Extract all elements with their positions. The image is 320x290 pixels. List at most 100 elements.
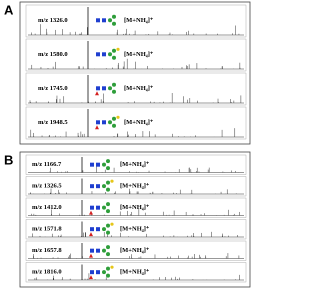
mannose — [112, 55, 116, 60]
glcnac — [96, 86, 100, 91]
glcnac — [96, 270, 100, 275]
galactose — [116, 115, 120, 119]
panel-frame — [19, 1, 251, 145]
spectrum: m/z 1166.7 [M+NH₄]⁺ — [25, 154, 247, 175]
mannose — [106, 230, 110, 235]
mz-label: m/z 1326.5 — [32, 183, 62, 190]
galactose — [110, 179, 114, 183]
glycan-icon — [89, 202, 110, 215]
spectrum: m/z 1948.5 [M+NH₄]⁺ — [25, 106, 247, 140]
galactose — [116, 47, 120, 51]
glycan-icon — [96, 47, 120, 60]
figure: Am/z 1326.0 [M+NH₄]⁺m/z 1580.0 [M+NH₄]⁺m/z… — [4, 1, 251, 288]
fucose — [89, 210, 93, 215]
ion-label: [M+NH₄]⁺ — [120, 247, 150, 254]
mannose — [102, 184, 106, 189]
mannose — [112, 123, 116, 128]
ion-label: [M+NH₄]⁺ — [124, 85, 154, 92]
fucose — [89, 232, 93, 237]
mannose — [106, 166, 110, 171]
fucose — [89, 253, 93, 258]
mannose — [106, 252, 110, 257]
spectrum: m/z 1326.0 [M+NH₄]⁺ — [25, 4, 247, 38]
mz-label: m/z 1166.7 — [32, 161, 62, 168]
mannose — [102, 205, 106, 210]
mannose — [112, 116, 116, 121]
glycan-icon — [95, 115, 120, 130]
mz-label: m/z 1412.0 — [32, 204, 62, 211]
glcnac — [90, 162, 94, 167]
spectrum: m/z 1816.0 [M+NH₄]⁺ — [25, 262, 247, 283]
glycan-icon — [89, 245, 110, 258]
glycan-icon — [89, 265, 114, 280]
spectrum: m/z 1580.0 [M+NH₄]⁺ — [25, 38, 247, 72]
mannose — [106, 273, 110, 278]
mannose — [112, 48, 116, 53]
galactose — [110, 222, 114, 226]
mz-label: m/z 1948.5 — [38, 119, 68, 126]
mannose — [108, 86, 112, 91]
mannose — [102, 162, 106, 167]
glcnac — [96, 162, 100, 167]
mannose — [108, 18, 112, 23]
glycan-icon — [90, 159, 110, 171]
glcnac — [90, 227, 94, 232]
ion-label: [M+NH₄]⁺ — [120, 204, 150, 211]
ion-label: [M+NH₄]⁺ — [124, 119, 154, 126]
spectrum: m/z 1326.5 [M+NH₄]⁺ — [25, 176, 247, 197]
fucose — [95, 125, 99, 130]
mannose — [112, 14, 116, 19]
mannose — [106, 202, 110, 207]
glcnac — [96, 120, 100, 125]
ion-label: [M+NH₄]⁺ — [120, 226, 150, 233]
glcnac — [96, 52, 100, 57]
mannose — [106, 187, 110, 192]
spectrum-frame — [25, 72, 247, 106]
mannose — [108, 52, 112, 57]
spectrum-frame — [25, 262, 247, 283]
glcnac — [102, 120, 106, 125]
panel-frame — [19, 151, 251, 288]
spectrum: m/z 1571.8 [M+NH₄]⁺ — [25, 219, 247, 240]
ion-label: [M+NH₄]⁺ — [124, 17, 154, 24]
spectrum-frame — [25, 176, 247, 197]
mannose — [102, 248, 106, 253]
mannose — [106, 159, 110, 164]
mannose — [112, 21, 116, 26]
spectrum-frame — [25, 38, 247, 72]
ion-label: [M+NH₄]⁺ — [120, 161, 150, 168]
mz-label: m/z 1326.0 — [38, 17, 68, 24]
glcnac — [90, 205, 94, 210]
mannose — [112, 89, 116, 94]
mannose — [106, 209, 110, 214]
glcnac — [96, 205, 100, 210]
glcnac — [102, 18, 106, 23]
glcnac — [96, 248, 100, 253]
spectrum-frame — [25, 154, 247, 175]
mz-label: m/z 1816.0 — [32, 269, 62, 276]
spectrum-frame — [25, 240, 247, 261]
mz-label: m/z 1580.0 — [38, 51, 68, 58]
spectrum-frame — [25, 219, 247, 240]
panel-label: A — [4, 2, 14, 17]
panel-label: B — [4, 152, 13, 167]
ion-label: [M+NH₄]⁺ — [120, 269, 150, 276]
mannose — [106, 223, 110, 228]
spectrum-frame — [25, 106, 247, 140]
glcnac — [96, 184, 100, 189]
mannose — [108, 120, 112, 125]
ion-label: [M+NH₄]⁺ — [120, 183, 150, 190]
mannose — [112, 82, 116, 87]
glcnac — [102, 86, 106, 91]
mannose — [102, 270, 106, 275]
glycan-icon — [95, 82, 116, 96]
glycan-icon — [89, 222, 114, 237]
ion-label: [M+NH₄]⁺ — [124, 51, 154, 58]
fucose — [95, 91, 99, 96]
spectrum: m/z 1412.0 [M+NH₄]⁺ — [25, 197, 247, 218]
spectrum-frame — [25, 4, 247, 38]
glcnac — [96, 227, 100, 232]
glycan-icon — [96, 14, 116, 26]
mz-label: m/z 1657.8 — [32, 247, 62, 254]
galactose — [110, 265, 114, 269]
